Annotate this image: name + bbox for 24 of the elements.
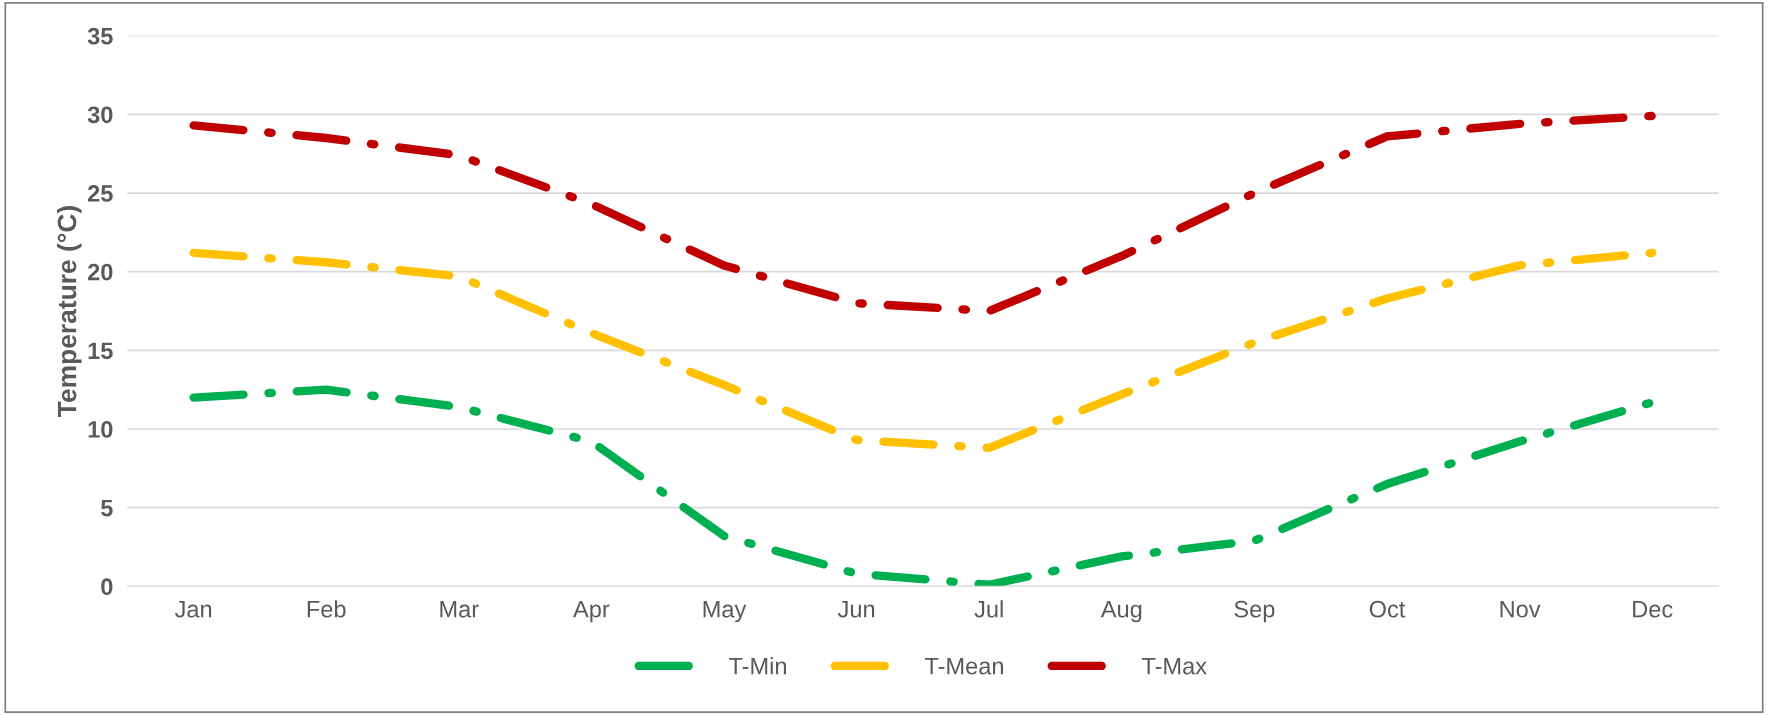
x-tick-label: Oct: [1369, 600, 1406, 618]
y-tick-label: 15: [88, 342, 113, 360]
x-tick-label: Feb: [307, 600, 346, 618]
x-tick-label: Jul: [974, 600, 1003, 618]
x-tick-label: Dec: [1633, 601, 1673, 618]
x-tick-label: Nov: [1500, 601, 1541, 618]
x-tick-label: Jan: [174, 601, 212, 618]
x-tick-label: Sep: [1234, 600, 1275, 623]
y-tick-label: 25: [87, 185, 113, 202]
x-tick-label: Apr: [573, 601, 610, 623]
y-tick-label: 20: [87, 263, 113, 281]
y-tick-label: 0: [101, 578, 113, 596]
x-tick-label: Aug: [1100, 601, 1142, 623]
y-tick-label: 30: [87, 106, 113, 124]
y-tick-label: 35: [87, 27, 113, 45]
y-tick-label: 5: [101, 499, 113, 517]
legend-label: T-Min: [729, 657, 786, 675]
y-tick-label: 10: [88, 421, 113, 438]
x-tick-label: Jun: [837, 601, 875, 618]
x-tick-label: May: [703, 601, 747, 623]
legend-label: T-Mean: [924, 657, 1003, 675]
y-axis-title: Temperature (°C): [56, 206, 82, 417]
x-tick-label: Mar: [440, 601, 479, 618]
legend-label: T-Max: [1141, 657, 1207, 675]
